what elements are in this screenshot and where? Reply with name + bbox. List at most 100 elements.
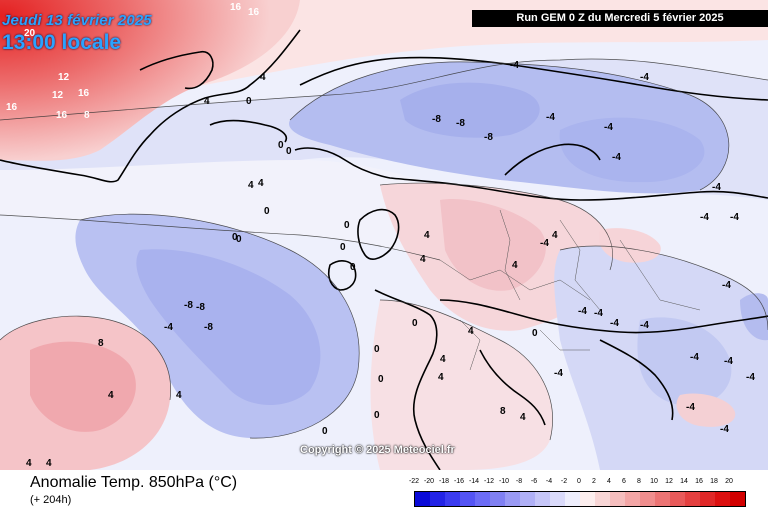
contour-value-label: -4 [578, 306, 587, 317]
contour-value-label: 0 [350, 262, 356, 273]
greenland-coast [0, 29, 301, 183]
contour-value-label: 4 [438, 372, 444, 383]
contour-value-label: -4 [604, 122, 613, 133]
warm-patch-east [598, 228, 661, 263]
legend-swatch [625, 492, 640, 506]
contour-value-label: 16 [230, 2, 242, 13]
contour-value-label: -4 [554, 368, 563, 379]
lead-time: (+ 204h) [30, 494, 72, 506]
legend-swatch [550, 492, 565, 506]
legend-swatch [685, 492, 700, 506]
contour-lines [0, 58, 768, 441]
legend-swatch [640, 492, 655, 506]
contour-value-label: 0 [278, 140, 284, 151]
contour-value-label: -4 [594, 308, 603, 319]
legend-label: 10 [650, 478, 658, 485]
contour-value-label: -4 [690, 352, 699, 363]
contour-value-label: 0 [264, 206, 270, 217]
legend-label: -6 [530, 478, 538, 485]
contour-value-label: 4 [440, 354, 446, 365]
legend-swatch [655, 492, 670, 506]
legend-label: 2 [592, 478, 596, 485]
legend-label: 12 [665, 478, 673, 485]
color-legend: -22 -20 -18 -16 -14 -12 -10 -8 -6 -4 -2 0 2 4 6 8 10 12 14… [409, 478, 746, 507]
contour-value-label: -4 [510, 60, 519, 71]
contour-value-label: -4 [640, 72, 649, 83]
map-footer: Anomalie Temp. 850hPa (°C) (+ 204h) -22-… [0, 470, 768, 512]
legend-label: -16 [453, 478, 465, 485]
contour-value-label: 4 [520, 412, 526, 423]
legend-swatch [580, 492, 595, 506]
run-info: Run GEM 0 Z du Mercredi 5 février 2025 [472, 10, 768, 27]
contour-value-label: 0 [378, 374, 384, 385]
country-borders [439, 209, 701, 371]
legend-swatch [415, 492, 430, 506]
greenland-east-coast [139, 50, 214, 90]
contour-value-label: -8 [432, 114, 441, 125]
legend-label: -22 [408, 478, 420, 485]
contour-value-label: 4 [260, 72, 266, 83]
continental-outline [439, 299, 768, 334]
contour-value-label: 4 [512, 260, 518, 271]
contour-value-label: 4 [258, 178, 264, 189]
product-title: Anomalie Temp. 850hPa (°C) [30, 474, 238, 491]
scandinavia-south-coast [504, 143, 601, 176]
contour-value-label: 0 [236, 234, 242, 245]
contour-value-label: 8 [500, 406, 506, 417]
legend-label: -18 [438, 478, 450, 485]
ireland-outline [327, 260, 357, 291]
contour-value-label: -4 [724, 356, 733, 367]
contour-value-label: 0 [412, 318, 418, 329]
legend-label: -4 [545, 478, 553, 485]
contour-value-label: -8 [456, 118, 465, 129]
france-iberia-coast [374, 289, 441, 470]
legend-swatch [445, 492, 460, 506]
contour-value-label: -8 [204, 322, 213, 333]
cold-atlantic-core [136, 249, 321, 405]
warm-mediterranean [370, 300, 553, 470]
legend-label: 16 [695, 478, 703, 485]
contour-value-label: 12 [52, 90, 64, 101]
legend-swatch [505, 492, 520, 506]
contour-value-label: 4 [108, 390, 114, 401]
local-time: 13:00 locale [2, 31, 122, 54]
legend-swatch [730, 492, 745, 506]
contour-value-label: 4 [26, 458, 32, 469]
legend-swatch [430, 492, 445, 506]
contour-value-label: 0 [246, 96, 252, 107]
contour-value-label: 0 [322, 426, 328, 437]
contour-value-label: -4 [700, 212, 709, 223]
warm-core-europe [440, 199, 546, 291]
contour-value-label: -4 [640, 320, 649, 331]
contour-value-label: 0 [340, 242, 346, 253]
contour-value-label: 4 [420, 254, 426, 265]
cold-finland [559, 117, 705, 183]
contour-value-label: -4 [730, 212, 739, 223]
legend-label: -14 [468, 478, 480, 485]
legend-swatch [520, 492, 535, 506]
north-europe-coast [294, 147, 768, 201]
legend-color-bar [414, 491, 746, 507]
contour-value-label: -4 [610, 318, 619, 329]
cool-black-sea [740, 293, 768, 341]
contour-value-label: -4 [712, 182, 721, 193]
contour-value-label: -4 [686, 402, 695, 413]
contour-value-label: -4 [612, 152, 621, 163]
balkan-coast [599, 339, 674, 421]
valid-date: Jeudi 13 février 2025 [2, 12, 152, 29]
contour-value-label: -8 [484, 132, 493, 143]
neutral-mid-band [0, 160, 440, 260]
contour-value-label: -8 [184, 300, 193, 311]
legend-label: -2 [560, 478, 568, 485]
contour-value-label: -4 [720, 424, 729, 435]
uk-outline [357, 208, 400, 260]
legend-swatch [715, 492, 730, 506]
contour-value-label: 0 [374, 344, 380, 355]
legend-swatch [595, 492, 610, 506]
legend-swatch [670, 492, 685, 506]
legend-swatch [460, 492, 475, 506]
contour-value-label: -4 [540, 238, 549, 249]
contour-value-label: -4 [546, 112, 555, 123]
contour-value-label: 4 [204, 96, 210, 107]
